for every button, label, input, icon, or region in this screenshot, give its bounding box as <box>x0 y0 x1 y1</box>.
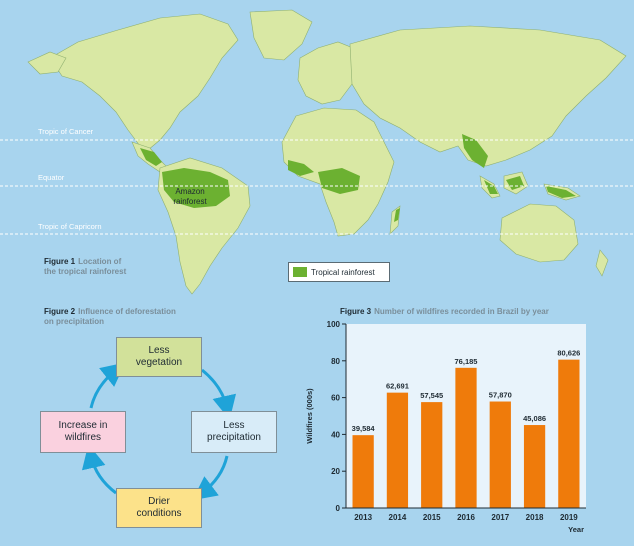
bar-2013 <box>352 435 374 508</box>
cycle-top-line2: vegetation <box>135 357 183 368</box>
amazon-label-line2: rainforest <box>173 197 207 206</box>
cycle-top-line1: Less <box>148 345 170 356</box>
north-america-landmass <box>49 13 239 151</box>
cycle-bottom-line1: Drier <box>148 496 170 507</box>
map-legend: Tropical rainforest <box>288 262 390 282</box>
arrow-left-to-top <box>89 362 126 409</box>
cycle-left-line2: wildfires <box>64 432 102 443</box>
greenland-landmass <box>249 9 313 61</box>
y-tick-label-100: 100 <box>327 320 341 329</box>
figure2-caption: Figure 2 Influence of deforestation on pr… <box>44 307 224 327</box>
rainforest-indonesia <box>484 176 524 194</box>
amazon-label-line1: Amazon <box>175 187 204 196</box>
x-tick-label-2013: 2013 <box>354 513 372 522</box>
tropic-of-capricorn-label: Tropic of Capricorn <box>38 222 102 231</box>
bar-value-label-2015: 57,545 <box>420 391 443 400</box>
rainforest-west-africa <box>288 160 314 176</box>
figure1-caption-line2: the tropical rainforest <box>44 267 127 276</box>
legend-rainforest-label: Tropical rainforest <box>311 267 375 277</box>
figure1-number: Figure 1 <box>44 257 76 266</box>
rainforest-amazon <box>162 168 230 208</box>
cycle-left-line1: Increase in <box>58 420 108 431</box>
arrow-top-to-right <box>201 368 237 420</box>
x-tick-label-2016: 2016 <box>457 513 475 522</box>
equator-label: Equator <box>38 173 65 182</box>
arrow-right-to-bottom <box>192 455 229 501</box>
y-tick-label-0: 0 <box>336 504 341 513</box>
x-tick-label-2014: 2014 <box>389 513 407 522</box>
bar-2017 <box>489 401 511 508</box>
cycle-box-less-precipitation: Less precipitation <box>191 411 277 453</box>
cycle-box-less-vegetation: Less vegetation <box>116 337 202 377</box>
rainforest-new-guinea <box>546 186 576 198</box>
bar-value-label-2014: 62,691 <box>386 382 409 391</box>
cycle-arrows <box>81 362 237 501</box>
x-tick-label-2015: 2015 <box>423 513 441 522</box>
figure1-caption: Figure 1 Location of the tropical rainfor… <box>44 257 174 277</box>
arrow-bottom-to-left <box>81 444 117 495</box>
rainforest-central-america <box>140 148 162 166</box>
bar-value-label-2017: 57,870 <box>489 391 512 400</box>
wildfires-chart-svg: 39,584 2013 62,691 2014 57,545 2015 76,185 2016… <box>305 320 586 534</box>
tropic-of-cancer-label: Tropic of Cancer <box>38 127 94 136</box>
figure3-caption-text: Number of wildfires recorded in Brazil b… <box>374 307 549 316</box>
bar-value-label-2013: 39,584 <box>352 424 376 433</box>
y-tick-label-80: 80 <box>331 357 340 366</box>
new-zealand-landmass <box>595 249 609 277</box>
figure1-caption-line1: Location of <box>78 257 122 266</box>
bar-value-label-2018: 45,086 <box>523 414 546 423</box>
figure3-caption: Figure 3 Number of wildfires recorded in … <box>340 307 620 317</box>
y-tick-label-20: 20 <box>331 467 340 476</box>
figure2-caption-line2: on precipitation <box>44 317 104 326</box>
y-axis-title: Wildfires (000s) <box>305 388 314 444</box>
bar-2018 <box>523 425 546 508</box>
cycle-box-drier-conditions: Drier conditions <box>116 488 202 528</box>
rainforest-congo <box>318 168 360 194</box>
wildfires-chart: 39,584 2013 62,691 2014 57,545 2015 76,185 2016… <box>300 316 600 538</box>
world-map-svg: Tropic of Cancer Equator Tropic of Capri… <box>0 9 634 295</box>
world-map: Tropic of Cancer Equator Tropic of Capri… <box>0 9 634 295</box>
cycle-bottom-line2: conditions <box>136 508 182 519</box>
cycle-arrows-svg <box>81 362 237 501</box>
figure2-number: Figure 2 <box>44 307 76 316</box>
y-tick-label-40: 40 <box>331 430 340 439</box>
bar-2014 <box>386 392 409 508</box>
x-axis-title: Year <box>568 525 584 534</box>
legend-rainforest-swatch <box>293 267 307 277</box>
figure2-caption-line1: Influence of deforestation <box>78 307 176 316</box>
rainforest-madagascar <box>394 208 400 222</box>
bar-2015 <box>421 402 443 508</box>
cycle-right-line1: Less <box>223 420 245 431</box>
alaska-landmass <box>27 51 67 75</box>
bar-2019 <box>558 359 580 508</box>
bar-value-label-2019: 80,626 <box>557 349 580 358</box>
bar-2016 <box>455 367 477 508</box>
cycle-right-line2: precipitation <box>207 432 261 443</box>
bar-value-label-2016: 76,185 <box>455 357 478 366</box>
x-tick-label-2018: 2018 <box>526 513 544 522</box>
asia-landmass <box>349 25 627 167</box>
x-tick-label-2017: 2017 <box>491 513 509 522</box>
rainforest-southeast-asia <box>462 134 488 168</box>
figure3-number: Figure 3 <box>340 307 372 316</box>
australia-landmass <box>499 203 579 263</box>
y-tick-label-60: 60 <box>331 394 340 403</box>
cycle-box-increase-in-wildfires: Increase in wildfires <box>40 411 126 453</box>
x-tick-label-2019: 2019 <box>560 513 578 522</box>
